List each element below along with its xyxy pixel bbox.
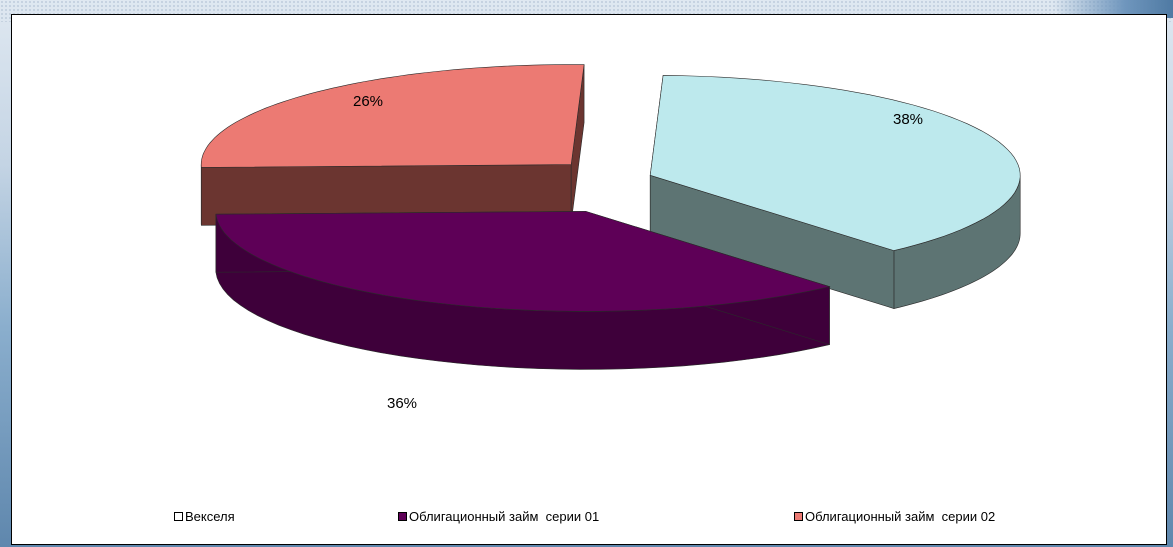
chart-legend: Векселя Облигационный займ серии 01 Обли… xyxy=(0,509,1173,529)
legend-label: Облигационный займ серии 02 xyxy=(805,509,996,524)
legend-item-vekselya: Векселя xyxy=(174,509,235,524)
legend-label: Облигационный займ серии 01 xyxy=(409,509,600,524)
slice-top-series-01 xyxy=(215,211,831,312)
legend-label: Векселя xyxy=(185,509,235,524)
legend-item-series-02: Облигационный займ серии 02 xyxy=(794,509,995,524)
legend-item-series-01: Облигационный займ серии 01 xyxy=(398,509,599,524)
slice-label-series-01: 36% xyxy=(387,395,417,412)
legend-swatch-red xyxy=(794,512,803,521)
legend-swatch-white xyxy=(174,512,183,521)
slice-label-vekselya: 38% xyxy=(893,111,923,128)
slice-top-series-02 xyxy=(200,64,585,168)
legend-swatch-purple xyxy=(398,512,407,521)
slice-label-series-02: 26% xyxy=(353,93,383,110)
slice-top-vekselya xyxy=(649,75,1021,251)
corner-decoration xyxy=(1053,0,1173,18)
